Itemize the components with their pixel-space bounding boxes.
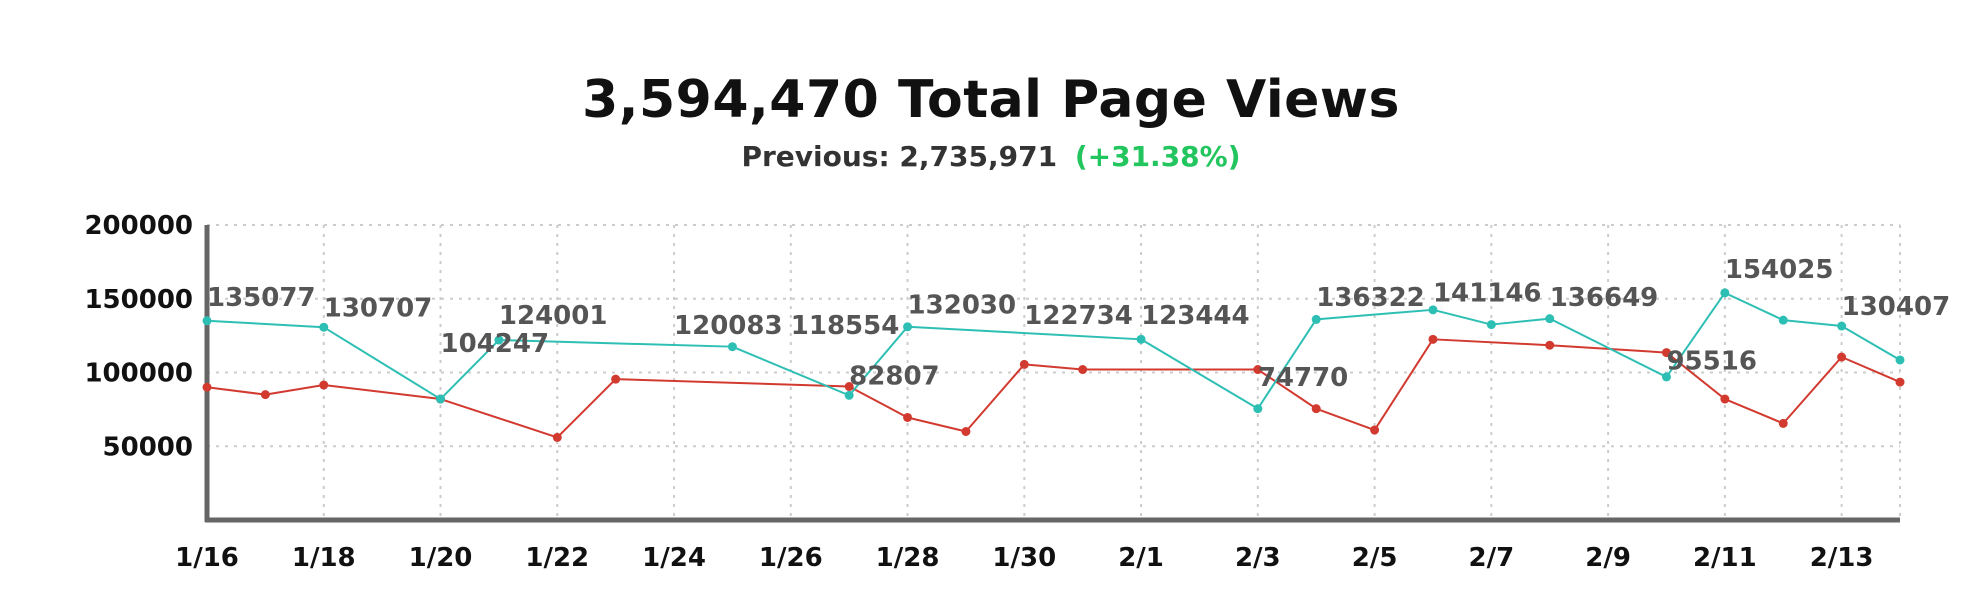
previous-total: Previous: 2,735,971 bbox=[741, 140, 1058, 173]
data-label: 136649 bbox=[1550, 283, 1659, 313]
data-label: 82807 bbox=[849, 361, 939, 391]
data-point-current bbox=[844, 390, 854, 400]
x-tick-label: 2/13 bbox=[1810, 543, 1874, 573]
x-tick-label: 1/30 bbox=[992, 543, 1056, 573]
data-point-current bbox=[1661, 372, 1671, 382]
data-point-previous bbox=[1428, 334, 1438, 344]
data-point-current bbox=[727, 342, 737, 352]
data-point-current bbox=[1545, 314, 1555, 324]
data-point-current bbox=[1253, 404, 1263, 414]
data-point-previous bbox=[1837, 352, 1847, 362]
x-tick-label: 2/3 bbox=[1235, 543, 1281, 573]
data-point-current bbox=[1837, 321, 1847, 331]
data-label: 130407 bbox=[1842, 292, 1951, 322]
y-tick-label: 200000 bbox=[84, 211, 193, 241]
data-point-current bbox=[319, 322, 329, 332]
data-point-previous bbox=[844, 382, 854, 392]
data-point-previous bbox=[1895, 377, 1905, 387]
y-tick-label: 100000 bbox=[84, 359, 193, 389]
data-label: 124001 bbox=[499, 301, 608, 331]
x-tick-label: 2/11 bbox=[1693, 543, 1757, 573]
chart-subtitle: Previous: 2,735,971 (+31.38%) bbox=[0, 140, 1982, 173]
data-point-previous bbox=[903, 412, 913, 422]
data-point-previous bbox=[961, 427, 971, 436]
data-point-previous bbox=[1253, 365, 1263, 375]
series-line-current bbox=[206, 291, 1901, 410]
x-tick-label: 1/20 bbox=[409, 543, 473, 573]
x-tick-label: 2/7 bbox=[1469, 543, 1515, 573]
data-point-previous bbox=[202, 382, 212, 392]
x-tick-label: 1/28 bbox=[876, 543, 940, 573]
chart-title: 3,594,470 Total Page Views bbox=[582, 70, 1400, 130]
data-point-previous bbox=[1720, 394, 1730, 404]
data-point-current bbox=[1136, 334, 1146, 344]
x-tick-label: 2/1 bbox=[1118, 543, 1164, 573]
data-point-previous bbox=[1019, 359, 1029, 369]
data-point-current bbox=[1428, 305, 1438, 315]
x-tick-label: 1/26 bbox=[759, 543, 823, 573]
data-point-current bbox=[494, 335, 504, 345]
data-label: 136322 bbox=[1316, 283, 1425, 313]
data-label: 118554 bbox=[791, 311, 900, 341]
data-point-current bbox=[436, 394, 446, 404]
data-label: 120083 bbox=[674, 311, 783, 341]
data-label: 135077 bbox=[207, 283, 316, 313]
data-point-previous bbox=[1545, 340, 1555, 350]
data-label: 154025 bbox=[1725, 255, 1834, 285]
x-tick-label: 1/18 bbox=[292, 543, 356, 573]
x-tick-label: 2/5 bbox=[1352, 543, 1398, 573]
data-point-current bbox=[202, 316, 212, 326]
data-point-current bbox=[1895, 355, 1905, 365]
data-point-current bbox=[1311, 314, 1321, 324]
data-point-current bbox=[1720, 288, 1730, 298]
y-tick-label: 50000 bbox=[103, 432, 193, 462]
data-point-previous bbox=[1661, 348, 1671, 358]
data-label: 74770 bbox=[1258, 363, 1348, 393]
data-point-previous bbox=[260, 390, 270, 400]
data-label: 132030 bbox=[908, 291, 1017, 321]
y-tick-label: 150000 bbox=[84, 285, 193, 315]
x-tick-label: 1/24 bbox=[642, 543, 706, 573]
data-point-previous bbox=[319, 380, 329, 390]
data-point-current bbox=[1778, 315, 1788, 325]
data-point-previous bbox=[1778, 418, 1788, 428]
data-point-previous bbox=[552, 432, 562, 442]
data-label: 122734 bbox=[1024, 301, 1133, 331]
data-point-previous bbox=[1078, 365, 1088, 375]
data-label: 104247 bbox=[441, 329, 550, 359]
data-point-previous bbox=[611, 374, 621, 384]
data-label: 130707 bbox=[324, 293, 433, 323]
x-tick-label: 2/9 bbox=[1585, 543, 1631, 573]
data-point-previous bbox=[1311, 404, 1321, 414]
percent-change: (+31.38%) bbox=[1074, 140, 1241, 173]
x-tick-label: 1/16 bbox=[175, 543, 239, 573]
data-label: 95516 bbox=[1666, 347, 1756, 377]
data-point-current bbox=[903, 322, 913, 332]
data-label: 123444 bbox=[1141, 301, 1250, 331]
data-point-current bbox=[1486, 320, 1496, 330]
data-point-previous bbox=[1370, 425, 1380, 435]
x-tick-label: 1/22 bbox=[525, 543, 589, 573]
data-label: 141146 bbox=[1433, 279, 1542, 309]
